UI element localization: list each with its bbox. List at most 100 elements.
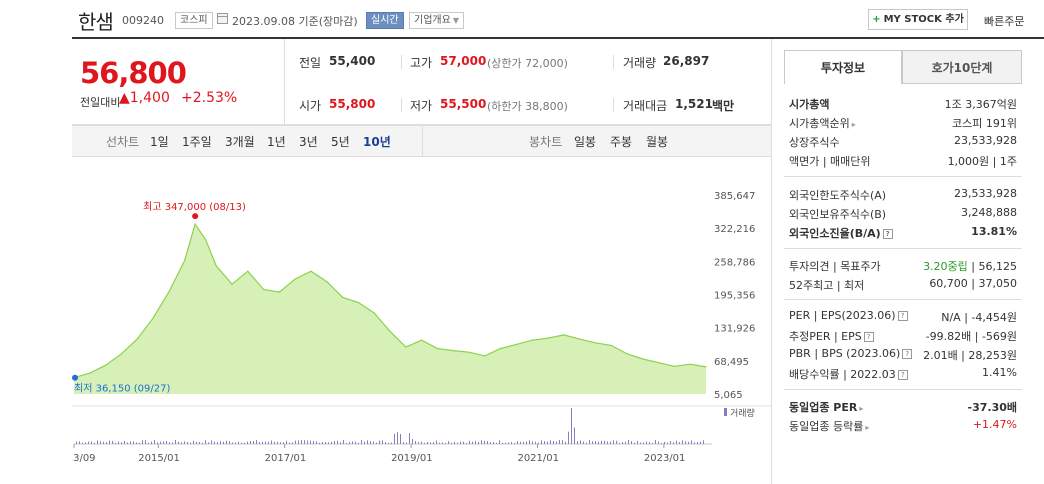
- volume-bar: [220, 441, 221, 444]
- change-percent: +2.53%: [181, 90, 238, 106]
- volume-bar: [139, 442, 140, 444]
- volume-bar: [517, 441, 518, 444]
- volume-bar: [286, 440, 287, 444]
- help-icon[interactable]: ?: [897, 311, 908, 321]
- period-10y[interactable]: 10년: [363, 135, 391, 149]
- volume-bar: [682, 440, 683, 444]
- volume-bar: [217, 442, 218, 444]
- volume-bar: [700, 441, 701, 444]
- candle-daily[interactable]: 일봉: [574, 135, 597, 149]
- market-cap-value: 1조 3,367억원: [944, 98, 1017, 111]
- volume-bar: [574, 427, 575, 444]
- foreign-hold-label: 외국인보유주식수(B): [789, 208, 887, 221]
- quote-divider: [401, 55, 402, 69]
- candle-monthly[interactable]: 월봉: [646, 135, 669, 149]
- volume-legend-label: 거래량: [730, 407, 755, 419]
- volume-bar: [445, 442, 446, 444]
- stock-name: 한샘: [78, 10, 114, 34]
- volume-bar: [178, 441, 179, 444]
- calendar-icon: [217, 13, 228, 24]
- par-value: 1,000원 | 1주: [947, 155, 1017, 168]
- volume-bar: [571, 408, 572, 444]
- help-icon[interactable]: ?: [882, 229, 893, 239]
- y-tick-label: 258,786: [714, 257, 755, 268]
- volume-bar: [409, 433, 410, 444]
- volume-bar: [598, 441, 599, 444]
- volume-bar: [448, 441, 449, 444]
- volume-bar: [487, 441, 488, 444]
- volume-bar: [136, 442, 137, 444]
- realtime-button[interactable]: 실시간: [366, 12, 404, 29]
- prev-close-value: 55,400: [329, 54, 376, 68]
- period-1y[interactable]: 1년: [267, 135, 286, 149]
- sector-per-link[interactable]: 동일업종 PER ▸: [789, 399, 863, 415]
- volume-bar: [391, 442, 392, 444]
- volume-bar: [493, 441, 494, 444]
- market-cap-rank-link[interactable]: 시가총액순위 ▸: [789, 115, 856, 131]
- sector-rate-link[interactable]: 동일업종 등락률 ▸: [789, 418, 869, 434]
- volume-bar: [103, 441, 104, 444]
- volume-bar: [376, 442, 377, 444]
- max-marker: [192, 213, 199, 220]
- quote-bottom-border: [72, 124, 771, 125]
- est-per-label: 추정PER | EPS: [789, 330, 862, 343]
- panel-divider: [784, 248, 1022, 249]
- volume-bar: [670, 441, 671, 444]
- add-my-stock-button[interactable]: + MY STOCK 추가: [868, 9, 968, 30]
- help-icon[interactable]: ?: [902, 349, 913, 359]
- volume-bar: [370, 441, 371, 444]
- volume-bar: [523, 441, 524, 444]
- volume-bar: [289, 442, 290, 444]
- volume-bar: [619, 442, 620, 444]
- price-point: [689, 363, 691, 365]
- quick-order-link[interactable]: 빠른주문: [984, 15, 1025, 28]
- volume-bar: [550, 440, 551, 444]
- help-icon[interactable]: ?: [897, 370, 908, 380]
- volume-bar: [367, 440, 368, 444]
- price-point: [205, 239, 207, 241]
- help-icon[interactable]: ?: [863, 332, 874, 342]
- volume-bar: [652, 442, 653, 444]
- volume-bar: [385, 442, 386, 444]
- price-point: [120, 353, 122, 355]
- volume-bar: [694, 442, 695, 444]
- volume-legend-swatch: [724, 408, 727, 416]
- volume-bar: [304, 440, 305, 444]
- per-label-wrap: PER | EPS(2023.06)?: [789, 309, 908, 322]
- volume-bar: [499, 440, 500, 444]
- period-3y[interactable]: 3년: [299, 135, 318, 149]
- price-point: [194, 223, 196, 225]
- volume-bar: [400, 434, 401, 444]
- candle-weekly[interactable]: 주봉: [610, 135, 633, 149]
- shares-label: 상장주식수: [789, 136, 840, 149]
- tab-order-book[interactable]: 호가10단계: [902, 50, 1022, 84]
- min-label: 최저 36,150 (09/27): [74, 383, 170, 395]
- period-1d[interactable]: 1일: [150, 135, 169, 149]
- panel-divider: [784, 299, 1022, 300]
- volume-bar: [442, 442, 443, 444]
- volume-bar: [373, 441, 374, 444]
- price-point: [610, 344, 612, 346]
- company-overview-dropdown[interactable]: 기업개요 ▼: [409, 12, 464, 29]
- period-1w[interactable]: 1주일: [182, 135, 212, 149]
- dividend-label-wrap: 배당수익률 | 2022.03?: [789, 366, 908, 382]
- volume-bar: [361, 440, 362, 444]
- price-point: [515, 343, 517, 345]
- volume-bar: [295, 440, 296, 444]
- high-label: 고가: [410, 56, 433, 70]
- volume-bar: [529, 440, 530, 444]
- volume-bar: [394, 433, 395, 444]
- price-chart[interactable]: 385,647 322,216 258,786 195,356 131,926 68,49…: [72, 178, 771, 478]
- tab-invest-info[interactable]: 투자정보: [784, 50, 902, 84]
- per-value: N/A | -4,454원: [941, 311, 1017, 324]
- volume-bar: [274, 441, 275, 444]
- volume-bar: [157, 442, 158, 444]
- max-label: 최고 347,000 (08/13): [143, 201, 246, 213]
- price-point: [421, 339, 423, 341]
- period-3m[interactable]: 3개월: [225, 135, 255, 149]
- period-5y[interactable]: 5년: [331, 135, 350, 149]
- volume-bar: [565, 441, 566, 444]
- volume-bar: [577, 441, 578, 444]
- per-label: PER | EPS(2023.06): [789, 309, 896, 322]
- price-line: [73, 222, 707, 379]
